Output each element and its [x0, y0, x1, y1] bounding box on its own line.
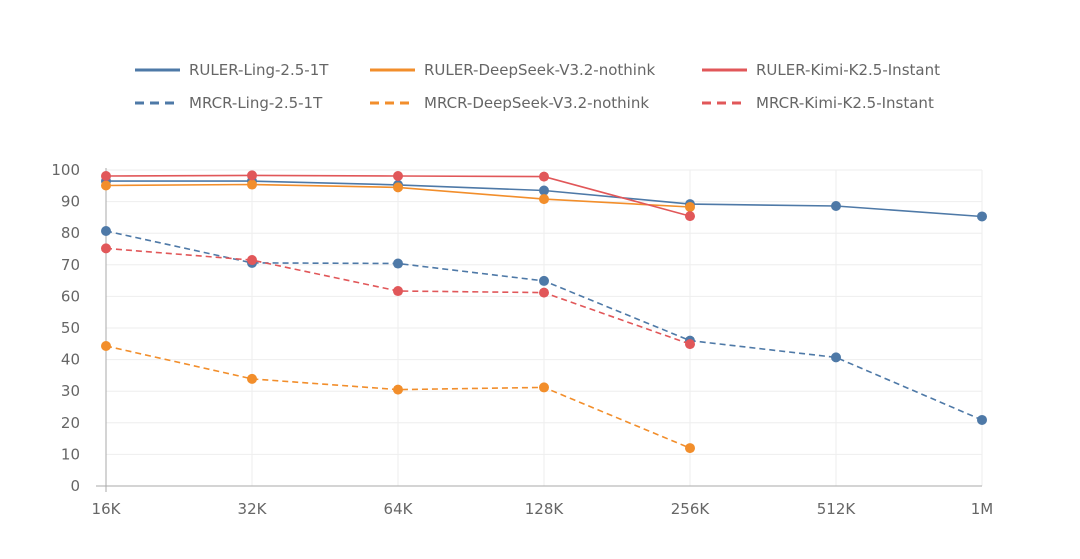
x-tick-label: 32K [238, 500, 268, 518]
legend-item-ruler-ling-2-5-1t[interactable]: RULER-Ling-2.5-1T [135, 61, 329, 79]
data-point [539, 287, 549, 298]
grid-lines [106, 169, 983, 486]
data-point [539, 171, 549, 182]
y-tick-label: 20 [61, 414, 80, 432]
data-point [831, 201, 841, 212]
data-point [101, 180, 111, 191]
data-point [247, 170, 257, 181]
data-point [831, 352, 841, 363]
data-point [393, 258, 403, 269]
y-tick-label: 70 [61, 256, 80, 274]
legend-label: RULER-Ling-2.5-1T [189, 61, 329, 79]
data-point [685, 339, 695, 350]
y-tick-label: 50 [61, 319, 80, 337]
x-tick-label: 1M [971, 500, 994, 518]
y-tick-label: 80 [61, 224, 80, 242]
y-tick-label: 90 [61, 193, 80, 211]
data-point [247, 255, 257, 266]
data-point [685, 211, 695, 222]
data-point [685, 201, 695, 212]
legend-label: RULER-DeepSeek-V3.2-nothink [424, 61, 655, 79]
data-point [393, 286, 403, 297]
axes: 0 10 20 30 40 50 60 70 80 90 100 16K 32K 64K 128K 256K 5… [51, 161, 993, 518]
y-tick-label: 40 [61, 351, 80, 369]
y-tick-label: 0 [70, 477, 80, 495]
legend: RULER-Ling-2.5-1T RULER-DeepSeek-V3.2-not… [135, 61, 940, 112]
x-tick-label: 128K [525, 500, 565, 518]
y-tick-label: 30 [61, 382, 80, 400]
data-point [539, 382, 549, 393]
data-point [393, 182, 403, 193]
data-point [393, 384, 403, 395]
data-point [393, 171, 403, 182]
legend-label: RULER-Kimi-K2.5-Instant [756, 61, 940, 79]
x-tick-label: 256K [671, 500, 711, 518]
series-group [101, 170, 987, 454]
y-tick-label: 10 [61, 445, 80, 463]
data-point [685, 443, 695, 454]
legend-item-mrcr-kimi-k2-5-instant[interactable]: MRCR-Kimi-K2.5-Instant [702, 94, 934, 112]
series-ruler-kimi-k2-5-instant [101, 170, 695, 222]
data-point [101, 243, 111, 254]
legend-label: MRCR-Kimi-K2.5-Instant [756, 94, 934, 112]
data-point [247, 179, 257, 190]
data-point [101, 225, 111, 236]
legend-item-mrcr-deepseek-v3-2-nothink[interactable]: MRCR-DeepSeek-V3.2-nothink [370, 94, 649, 112]
legend-item-ruler-deepseek-v3-2-nothink[interactable]: RULER-DeepSeek-V3.2-nothink [370, 61, 655, 79]
data-point [977, 211, 987, 222]
series-mrcr-ling-2-5-1t [101, 225, 987, 425]
data-point [101, 341, 111, 352]
y-tick-label: 60 [61, 287, 80, 305]
legend-label: MRCR-DeepSeek-V3.2-nothink [424, 94, 649, 112]
data-point [539, 185, 549, 196]
data-point [539, 275, 549, 286]
series-mrcr-kimi-k2-5-instant [101, 243, 695, 350]
data-point [977, 414, 987, 425]
legend-label: MRCR-Ling-2.5-1T [189, 94, 323, 112]
legend-item-ruler-kimi-k2-5-instant[interactable]: RULER-Kimi-K2.5-Instant [702, 61, 940, 79]
data-point [539, 194, 549, 205]
data-point [247, 373, 257, 384]
series-mrcr-deepseek-v3-2-nothink [101, 341, 695, 454]
legend-item-mrcr-ling-2-5-1t[interactable]: MRCR-Ling-2.5-1T [135, 94, 323, 112]
series-line [105, 345, 691, 449]
y-tick-label: 100 [51, 161, 80, 179]
x-tick-label: 16K [92, 500, 122, 518]
series-ruler-deepseek-v3-2-nothink [101, 179, 695, 212]
data-point [101, 171, 111, 182]
x-tick-label: 512K [817, 500, 857, 518]
x-tick-label: 64K [384, 500, 414, 518]
